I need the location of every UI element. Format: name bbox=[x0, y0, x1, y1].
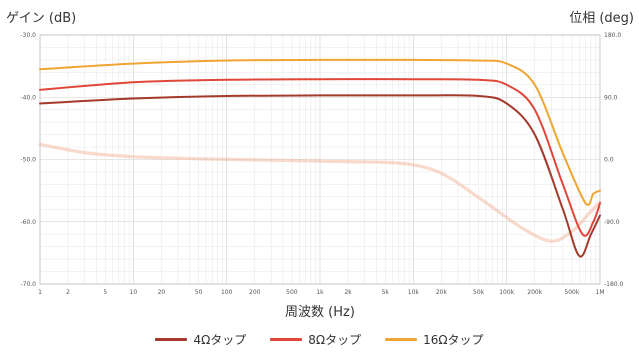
y-tick-label: -70.0 bbox=[20, 281, 36, 288]
x-tick-label: 10 bbox=[130, 289, 138, 296]
y-tick-label: -50.0 bbox=[20, 157, 36, 164]
x-tick-label: 1 bbox=[38, 289, 42, 296]
x-tick-label: 20 bbox=[158, 289, 166, 296]
legend-item-4ohm: 4Ωタップ bbox=[155, 331, 246, 348]
y-tick-label: -30.0 bbox=[20, 32, 36, 39]
series-4ohm-line bbox=[39, 94, 601, 258]
x-tick-label: 500 bbox=[286, 289, 298, 296]
x-tick-label: 500k bbox=[564, 289, 579, 296]
x-tick-label: 200k bbox=[527, 289, 542, 296]
tick-labels: 1 2 5 10 20 50 100 200 500 1k 2k 5k 10k 20k 50k 100k 200… bbox=[20, 32, 623, 296]
y2-tick-label: -90.0 bbox=[604, 219, 620, 226]
legend-item-16ohm: 16Ωタップ bbox=[385, 331, 484, 348]
y2-tick-label: 0.0 bbox=[604, 157, 614, 164]
legend-label-16ohm: 16Ωタップ bbox=[423, 332, 484, 347]
legend-label-8ohm: 8Ωタップ bbox=[308, 332, 362, 347]
x-tick-label: 1k bbox=[316, 289, 324, 296]
y-axis-title: ゲイン (dB) bbox=[6, 11, 76, 26]
legend-swatch-8ohm bbox=[270, 337, 303, 341]
series-layer bbox=[38, 58, 602, 258]
legend: 4Ωタップ 8Ωタップ 16Ωタップ bbox=[0, 328, 639, 350]
plot-frame bbox=[39, 34, 601, 285]
phase-curve bbox=[38, 142, 602, 243]
x-tick-label: 5 bbox=[103, 289, 107, 296]
x-tick-label: 100k bbox=[499, 289, 514, 296]
x-axis-title: 周波数 (Hz) bbox=[285, 305, 355, 320]
legend-label-4ohm: 4Ωタップ bbox=[193, 332, 247, 347]
series-16ohm-line bbox=[39, 58, 601, 206]
y-tick-label: -40.0 bbox=[20, 94, 36, 101]
series-8ohm-line bbox=[39, 78, 601, 237]
x-tick-label: 100 bbox=[221, 289, 233, 296]
y2-tick-label: 90.0 bbox=[604, 94, 618, 101]
legend-item-8ohm: 8Ωタップ bbox=[270, 331, 361, 348]
legend-swatch-16ohm bbox=[385, 337, 418, 341]
y2-axis-title: 位相 (deg) bbox=[569, 11, 634, 26]
x-tick-label: 5k bbox=[382, 289, 390, 296]
x-tick-label: 1M bbox=[596, 289, 605, 296]
legend-swatch-4ohm bbox=[155, 337, 188, 341]
x-tick-label: 10k bbox=[408, 289, 420, 296]
y-tick-label: -60.0 bbox=[20, 219, 36, 226]
frequency-response-chart: 1 2 5 10 20 50 100 200 500 1k 2k 5k 10k 20k 50k 100k 200… bbox=[6, 11, 634, 320]
x-tick-label: 50 bbox=[195, 289, 203, 296]
y2-tick-label: -180.0 bbox=[604, 281, 624, 288]
x-tick-label: 20k bbox=[436, 289, 448, 296]
x-tick-label: 50k bbox=[473, 289, 485, 296]
x-tick-label: 200 bbox=[249, 289, 261, 296]
x-tick-label: 2k bbox=[344, 289, 352, 296]
x-tick-label: 2 bbox=[66, 289, 70, 296]
y2-tick-label: 180.0 bbox=[604, 32, 621, 39]
